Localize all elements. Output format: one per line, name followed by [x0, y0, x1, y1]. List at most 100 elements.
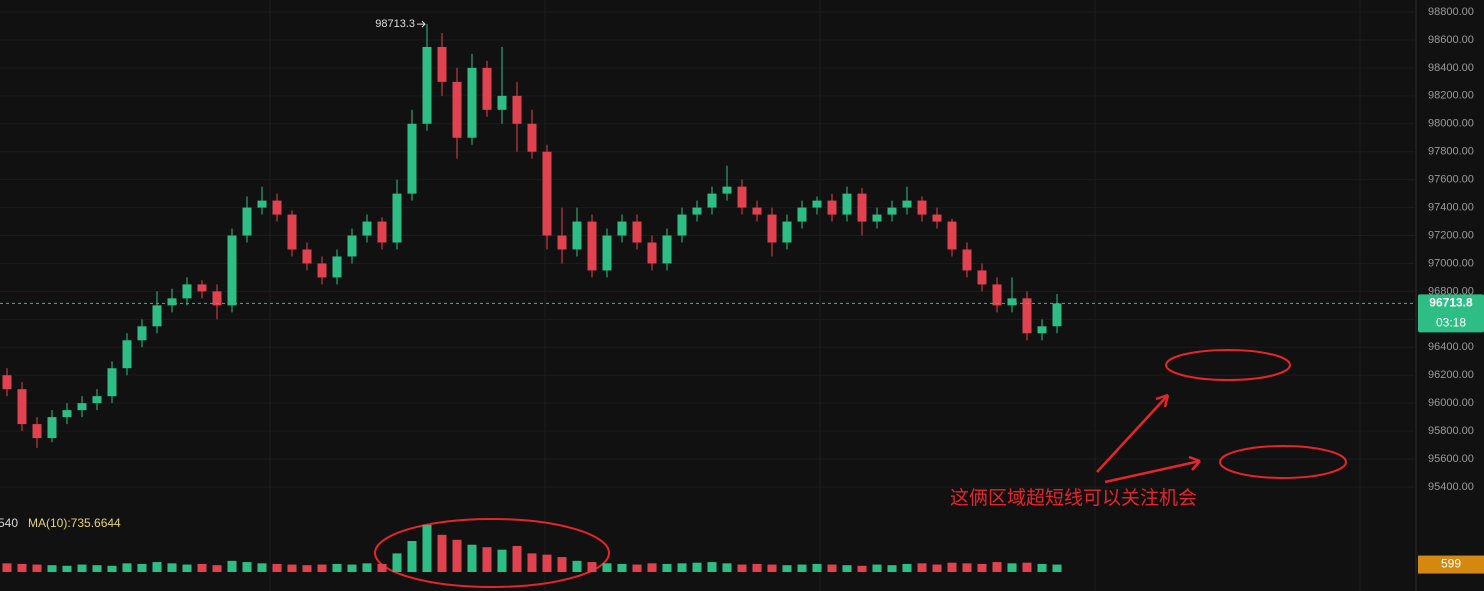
candle-body	[407, 123, 417, 194]
volume-bar	[752, 563, 762, 572]
y-tick-label: 97400.00	[1428, 201, 1474, 213]
candle-body	[482, 67, 492, 110]
candle-body	[257, 200, 267, 208]
volume-bar	[827, 564, 837, 572]
volume-bar	[122, 563, 132, 572]
candle-body	[242, 207, 252, 236]
candle-body	[977, 270, 987, 285]
volume-bar	[977, 563, 987, 572]
candle-body	[377, 221, 387, 243]
candle-body	[617, 221, 627, 236]
candle-body	[677, 214, 687, 236]
volume-bar	[392, 553, 402, 572]
volume-label-box	[1418, 555, 1484, 574]
candle-body	[332, 256, 342, 278]
volume-bar	[497, 549, 507, 572]
price-label-box	[1418, 294, 1484, 333]
candle-body	[122, 340, 132, 369]
candle-body	[737, 186, 747, 208]
arrow	[1096, 393, 1170, 473]
y-tick-label: 97000.00	[1428, 257, 1474, 269]
volume-bar	[32, 564, 42, 572]
ma10-label: MA(10):735.6644	[28, 516, 121, 530]
volume-bar	[377, 563, 387, 572]
candle-body	[107, 368, 117, 397]
volume-bar	[947, 562, 957, 572]
grid	[0, 11, 1416, 488]
vertical-grid	[269, 0, 1361, 591]
candle-body	[947, 221, 957, 250]
y-tick-label: 95600.00	[1428, 453, 1474, 465]
volume-bar	[137, 563, 147, 572]
candle-body	[542, 151, 552, 236]
volume-bar	[437, 534, 447, 572]
candle-body	[992, 284, 1002, 306]
volume-bar	[347, 564, 357, 572]
candle-body	[917, 200, 927, 215]
y-tick-label: 98600.00	[1428, 34, 1474, 46]
volume-bar	[1037, 563, 1047, 572]
candle-body	[932, 214, 942, 222]
countdown-label: 03:18	[1436, 316, 1466, 330]
volume-bar	[677, 563, 687, 572]
last-volume-label: 599	[1441, 557, 1461, 571]
y-tick-label: 98800.00	[1428, 6, 1474, 18]
candle-body	[2, 375, 12, 390]
candle-body	[347, 235, 357, 257]
volume-bar	[872, 564, 882, 572]
volume-bar	[857, 565, 867, 572]
volume-bar	[782, 565, 792, 572]
volume-bar	[587, 562, 597, 572]
highlight-ellipse	[1219, 445, 1347, 479]
candle-body	[422, 46, 432, 124]
candle-body	[317, 263, 327, 278]
volume-bar	[992, 562, 1002, 572]
candle-body	[632, 221, 642, 243]
volume-bar	[797, 564, 807, 572]
volume-bar	[1052, 564, 1062, 572]
y-tick-label: 96400.00	[1428, 341, 1474, 353]
y-tick-label: 97200.00	[1428, 229, 1474, 241]
volume-bar	[812, 563, 822, 572]
volume-bar	[707, 562, 717, 572]
candle-body	[812, 200, 822, 208]
candle-body	[197, 284, 207, 292]
candle-body	[467, 67, 477, 138]
ma5-label: 540	[0, 516, 18, 530]
volume-bar	[407, 541, 417, 572]
annotation: 这俩区域超短线可以关注机会	[950, 487, 1197, 509]
candle-body	[62, 410, 72, 418]
candle-body	[1007, 298, 1017, 306]
candle-body	[17, 389, 27, 425]
volume-bar	[167, 563, 177, 572]
y-tick-label: 96200.00	[1428, 369, 1474, 381]
volume-bar	[632, 564, 642, 572]
high-label: 98713.3	[375, 18, 415, 30]
candle-body	[962, 249, 972, 271]
candle-body	[887, 207, 897, 215]
volume-bar	[422, 524, 432, 572]
candle-body	[557, 235, 567, 250]
volume-bar	[542, 554, 552, 572]
candle-body	[647, 242, 657, 264]
candle-body	[1037, 326, 1047, 334]
candle-body	[722, 186, 732, 194]
volume-bar	[227, 560, 237, 572]
candle-body	[767, 214, 777, 243]
volume-bar	[737, 564, 747, 572]
candle-body	[842, 193, 852, 215]
volume-bar	[602, 563, 612, 572]
candle-body	[587, 221, 597, 271]
highlight-ellipse	[1165, 349, 1291, 381]
candle-body	[572, 221, 582, 250]
candle-body	[272, 200, 282, 215]
candle-body	[497, 95, 507, 110]
candle-body	[227, 235, 237, 306]
volume-bar	[1007, 563, 1017, 572]
y-tick-label: 98200.00	[1428, 90, 1474, 102]
volume-bar	[887, 565, 897, 572]
volume-bar	[722, 563, 732, 572]
volume-bar	[77, 564, 87, 572]
candle-body	[707, 193, 717, 208]
